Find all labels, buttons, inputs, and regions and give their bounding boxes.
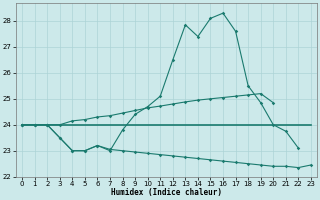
X-axis label: Humidex (Indice chaleur): Humidex (Indice chaleur) (111, 188, 222, 197)
